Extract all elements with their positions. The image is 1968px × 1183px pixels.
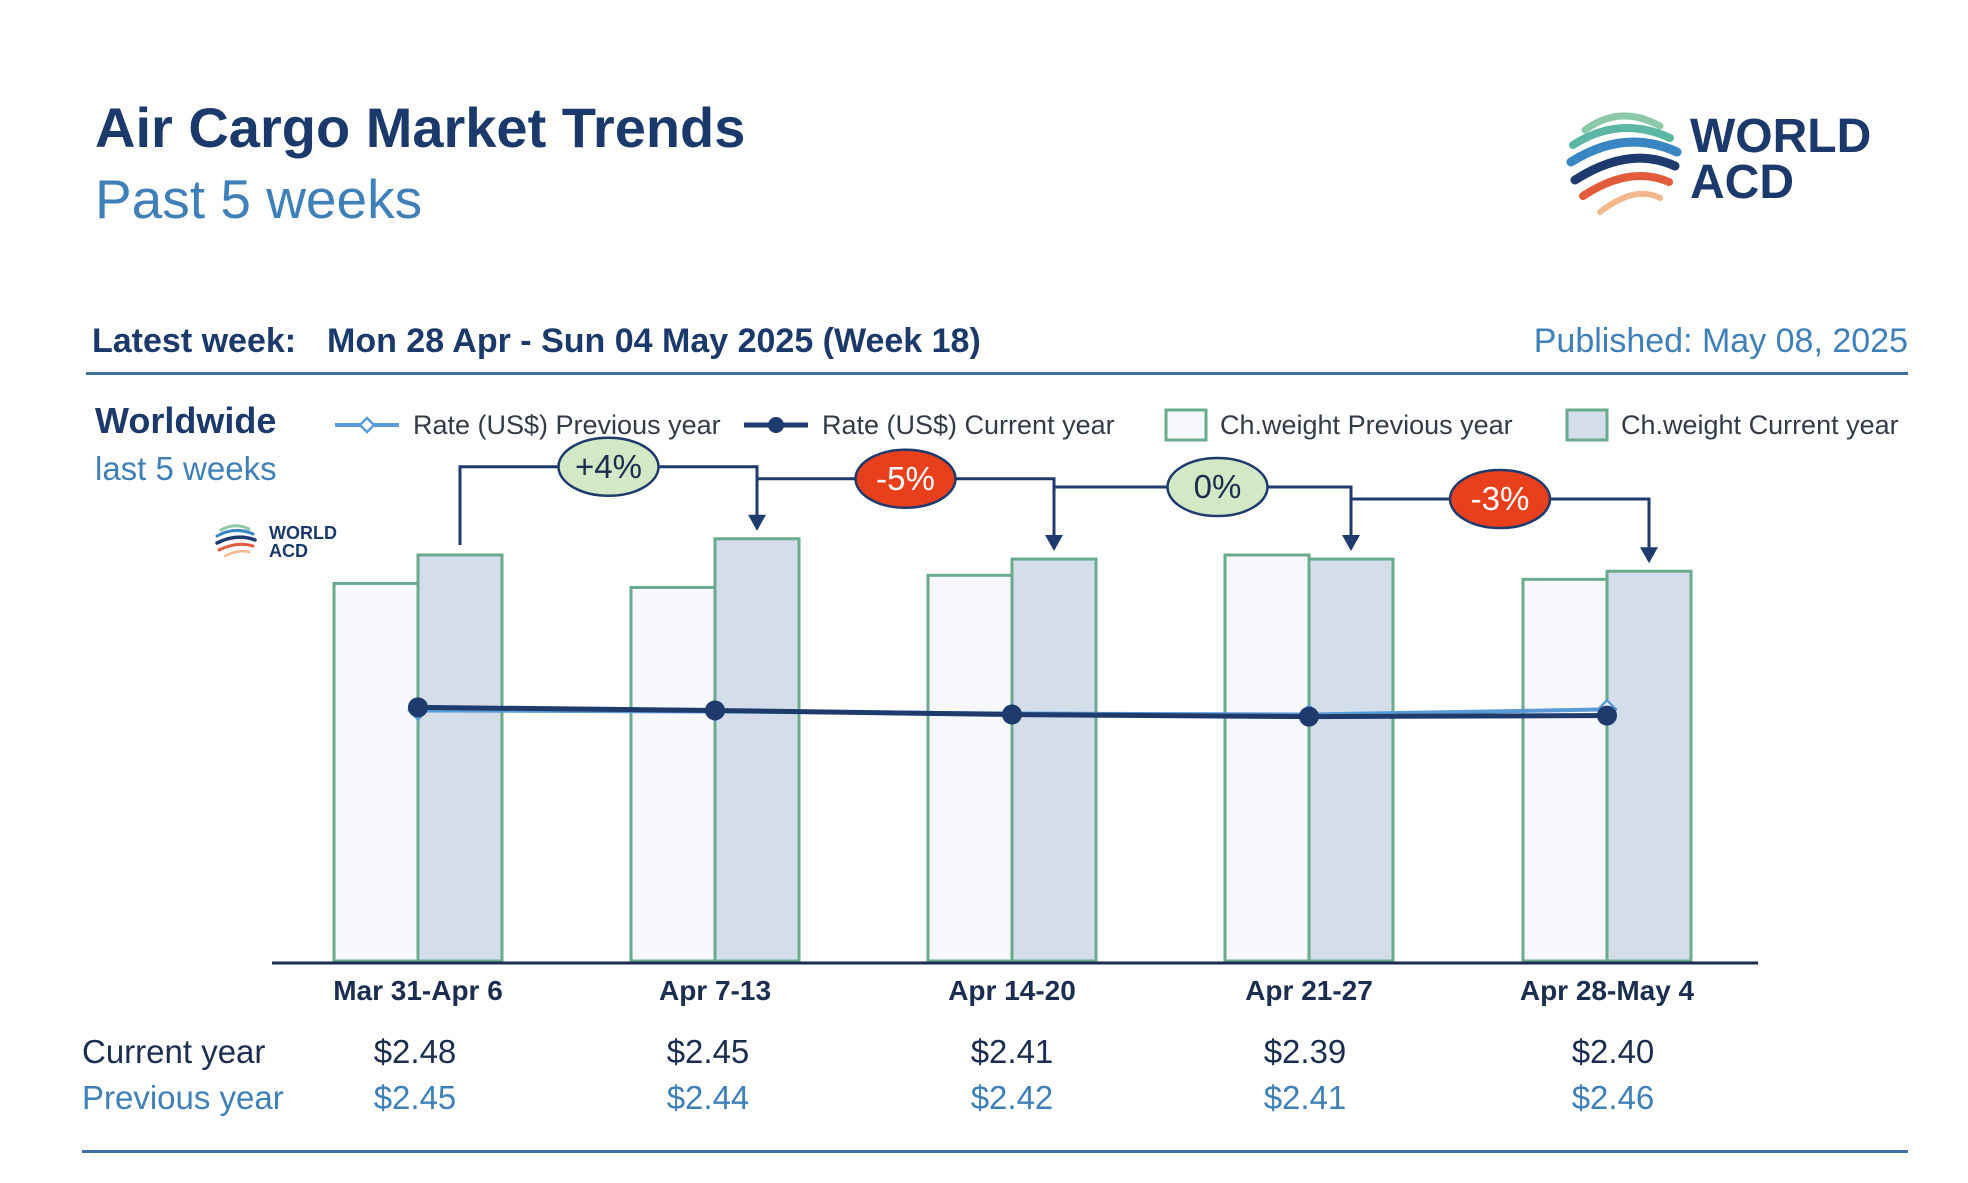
bar-weight-previous xyxy=(926,573,1014,963)
arrow-down-icon xyxy=(1640,547,1658,564)
rate-previous-value: $2.45 xyxy=(373,1079,457,1116)
point-rate-current xyxy=(1299,706,1319,727)
x-tick-label: Apr 21-27 xyxy=(1245,975,1373,1006)
week-change-connector: -5% xyxy=(755,448,1063,552)
footer-divider xyxy=(82,1150,1908,1153)
point-rate-current xyxy=(1597,705,1617,726)
x-tick-label: Mar 31-Apr 6 xyxy=(333,975,503,1006)
bar-weight-current xyxy=(1605,569,1693,963)
current-year-row-label: Current year xyxy=(82,1033,266,1070)
week-change-connector: -3% xyxy=(1349,468,1658,564)
point-rate-current xyxy=(705,700,725,721)
page-title: Air Cargo Market Trends xyxy=(95,96,746,159)
rate-current-value: $2.41 xyxy=(970,1033,1054,1070)
change-label: +4% xyxy=(575,448,642,485)
bar-weight-current xyxy=(1307,557,1395,963)
rate-previous-value: $2.42 xyxy=(970,1079,1054,1116)
week-change-connector: 0% xyxy=(1052,456,1360,552)
change-badge xyxy=(854,448,957,510)
rate-previous-value: $2.44 xyxy=(666,1079,750,1116)
change-badge xyxy=(1448,468,1552,530)
x-tick-label: Apr 7-13 xyxy=(659,975,771,1006)
bar-weight-previous xyxy=(332,581,420,963)
point-rate-current xyxy=(1002,704,1022,725)
change-label: 0% xyxy=(1194,468,1242,505)
box-blue-icon xyxy=(1565,408,1609,442)
legend-label: Ch.weight Previous year xyxy=(1220,409,1513,440)
latest-week-value: Mon 28 Apr - Sun 04 May 2025 (Week 18) xyxy=(327,322,981,360)
rate-current-value: $2.48 xyxy=(373,1033,457,1070)
legend-item-weight-current: Ch.weight Current year xyxy=(1565,405,1899,445)
header-divider xyxy=(86,372,1908,375)
change-label: -5% xyxy=(876,460,935,497)
legend-label: Ch.weight Current year xyxy=(1621,409,1899,440)
rate-previous-value: $2.46 xyxy=(1571,1079,1655,1116)
page-subtitle: Past 5 weeks xyxy=(95,168,423,230)
rate-current-value: $2.40 xyxy=(1571,1033,1655,1070)
rate-current-value: $2.39 xyxy=(1263,1033,1347,1070)
x-tick-label: Apr 14-20 xyxy=(948,975,1076,1006)
legend-item-rate-previous: Rate (US$) Previous year xyxy=(333,405,721,445)
watermark-text-acd: ACD xyxy=(269,541,308,561)
watermark-text-world: WORLD xyxy=(269,523,337,543)
bar-weight-current xyxy=(713,537,801,963)
change-badge xyxy=(557,436,660,498)
week-change-connector: +4% xyxy=(458,436,766,545)
world-acd-logo: WORLD ACD xyxy=(1566,110,1871,215)
line-diamond-icon xyxy=(335,416,399,434)
box-light-icon xyxy=(1164,408,1208,442)
published-date: Published: May 08, 2025 xyxy=(1533,322,1908,360)
region-subtitle: last 5 weeks xyxy=(95,450,277,487)
rate-current-value: $2.45 xyxy=(666,1033,750,1070)
bar-weight-previous xyxy=(1521,577,1609,963)
rate-previous-value: $2.41 xyxy=(1263,1079,1347,1116)
change-label: -3% xyxy=(1471,480,1530,517)
logo-text-acd: ACD xyxy=(1690,156,1794,209)
point-rate-current xyxy=(408,697,428,718)
bar-weight-previous xyxy=(1223,553,1311,963)
bar-weight-previous xyxy=(629,585,717,963)
legend-label: Rate (US$) Current year xyxy=(822,409,1115,440)
region-title: Worldwide xyxy=(95,400,277,441)
legend-item-weight-previous: Ch.weight Previous year xyxy=(1164,405,1513,445)
x-tick-label: Apr 28-May 4 xyxy=(1520,975,1695,1006)
line-dot-icon xyxy=(744,417,808,433)
logo-text-world: WORLD xyxy=(1690,110,1871,163)
legend-label: Rate (US$) Previous year xyxy=(413,409,721,440)
legend-item-rate-current: Rate (US$) Current year xyxy=(742,405,1115,445)
world-acd-watermark-logo: WORLD ACD xyxy=(215,523,337,561)
change-badge xyxy=(1166,456,1269,518)
previous-year-row-label: Previous year xyxy=(82,1079,284,1116)
latest-week-label: Latest week: xyxy=(92,322,297,360)
bar-weight-current xyxy=(416,553,504,963)
bar-weight-current xyxy=(1010,557,1098,963)
